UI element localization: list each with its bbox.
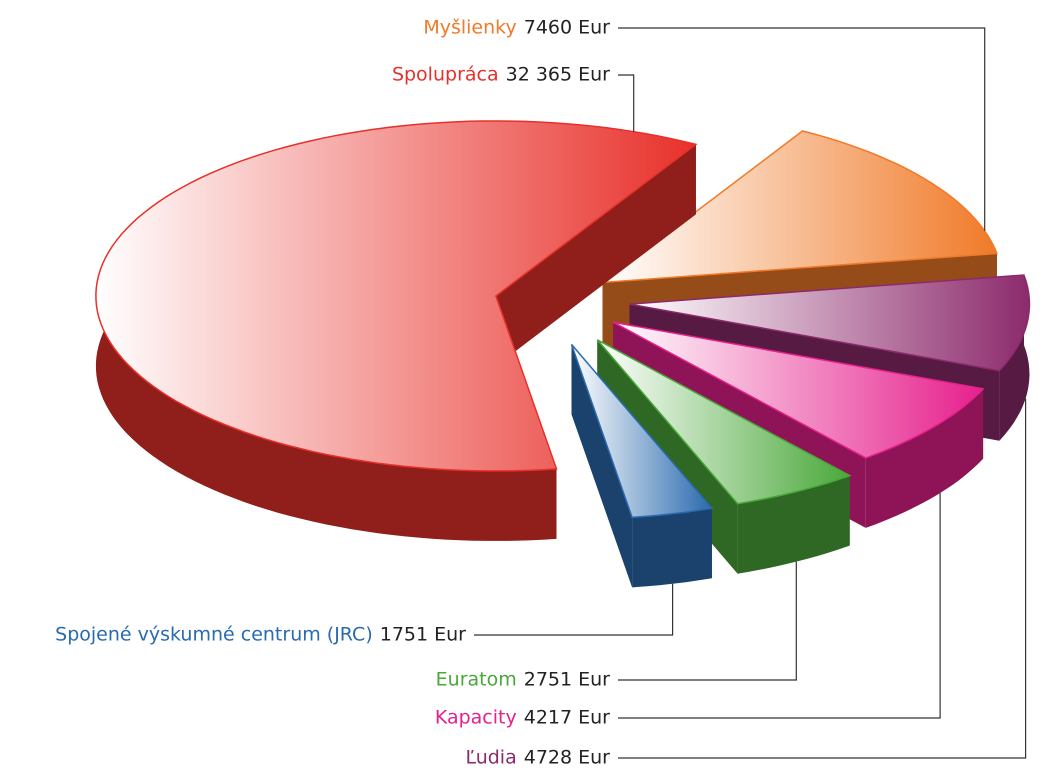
legend-label: Kapacity bbox=[435, 707, 517, 729]
value-label: 1751 Eur bbox=[380, 624, 466, 646]
value-label: 4728 Eur bbox=[524, 747, 610, 769]
value-label: 7460 Eur bbox=[524, 17, 610, 39]
legend-label: Ľudia bbox=[465, 747, 516, 769]
value-label: 2751 Eur bbox=[524, 669, 610, 691]
leader-line bbox=[618, 27, 986, 231]
legend-label: Spojené výskumné centrum (JRC) bbox=[55, 624, 373, 646]
slice-top bbox=[629, 274, 1031, 372]
value-label: 4217 Eur bbox=[524, 707, 610, 729]
slice-wall bbox=[737, 475, 850, 574]
slice-top bbox=[612, 321, 985, 459]
slice-wall bbox=[865, 388, 984, 528]
slice-top bbox=[570, 343, 714, 519]
leader-line bbox=[618, 561, 797, 681]
leader-line bbox=[618, 398, 1027, 759]
slice-top bbox=[596, 339, 852, 505]
slice-wall bbox=[999, 275, 1030, 441]
leader-line bbox=[618, 74, 635, 132]
pie-slice bbox=[95, 120, 698, 541]
legend-label: Euratom bbox=[436, 669, 517, 691]
leader-line bbox=[618, 493, 941, 719]
slice-top bbox=[600, 130, 999, 284]
slice-wall bbox=[632, 508, 712, 588]
pie-slice bbox=[570, 343, 714, 588]
legend-label: Spolupráca bbox=[392, 64, 499, 86]
value-label: 32 365 Eur bbox=[506, 64, 611, 86]
legend-label: Myšlienky bbox=[423, 17, 516, 39]
leader-line bbox=[474, 583, 674, 636]
slice-cut-face bbox=[571, 344, 633, 588]
slice-top bbox=[95, 120, 698, 472]
